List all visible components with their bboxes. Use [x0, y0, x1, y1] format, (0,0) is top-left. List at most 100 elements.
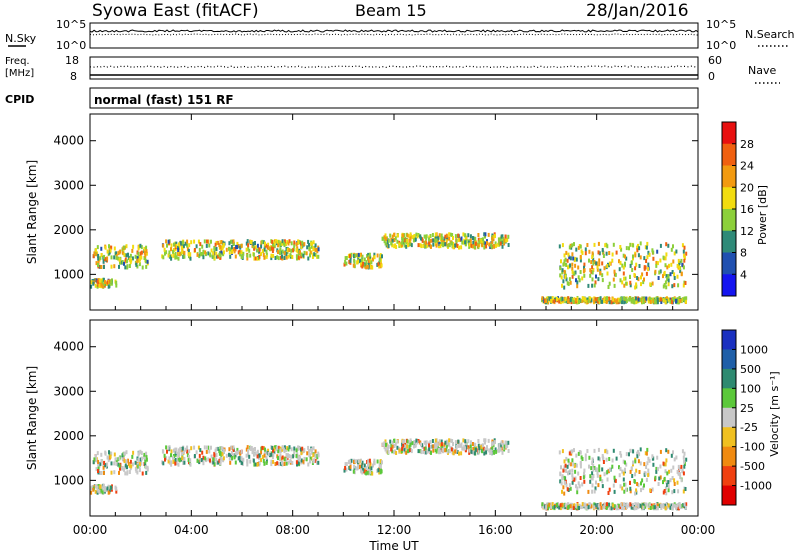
velocity-cell — [601, 479, 604, 484]
power-cell — [586, 243, 589, 247]
power-cell — [353, 254, 355, 258]
velocity-cell — [481, 443, 484, 448]
velocity-cell — [96, 485, 99, 490]
power-cell — [215, 251, 218, 256]
power-cell — [597, 297, 600, 302]
power-cell — [464, 233, 467, 238]
velocity-cell — [366, 460, 369, 464]
power-cell — [619, 296, 622, 301]
velocity-cell — [373, 461, 376, 466]
velocity-cell — [96, 451, 99, 456]
velocity-cell — [680, 464, 683, 469]
velocity-cell — [380, 469, 383, 474]
velocity-cell — [667, 503, 670, 508]
power-cell — [619, 260, 622, 265]
velocity-cell — [302, 459, 305, 464]
velocity-cell — [622, 477, 625, 482]
velocity-cell — [560, 465, 562, 470]
velocity-cell — [452, 451, 455, 456]
power-cell — [550, 298, 553, 303]
velocity-cell — [175, 461, 178, 466]
velocity-cell — [575, 453, 578, 458]
velocity-cell — [625, 503, 628, 508]
velocity-cell — [99, 484, 102, 489]
power-cell — [438, 233, 441, 238]
power-cell — [571, 262, 574, 267]
power-cell — [370, 260, 373, 265]
power-cell — [571, 243, 574, 248]
velocity-cell — [457, 439, 460, 444]
power-cell — [574, 270, 577, 275]
power-cell — [603, 299, 606, 304]
velocity-cell — [673, 482, 676, 486]
colorbar-tick-label: 25 — [740, 402, 754, 415]
velocity-cell — [94, 454, 97, 459]
velocity-cell — [556, 502, 559, 507]
power-cell — [643, 256, 646, 261]
colorbar-swatch — [722, 165, 736, 188]
power-cell — [423, 240, 426, 245]
power-cell — [198, 254, 201, 259]
velocity-cell — [644, 504, 647, 509]
power-cell — [602, 254, 605, 258]
velocity-cell — [115, 486, 118, 491]
power-cell — [288, 239, 291, 244]
freq-trace — [89, 65, 699, 69]
power-cell — [445, 233, 448, 238]
power-cell — [608, 281, 611, 286]
velocity-cell — [558, 505, 561, 510]
power-cell — [647, 250, 650, 255]
power-cell — [595, 261, 598, 266]
velocity-cell — [175, 447, 178, 452]
power-cell — [178, 252, 181, 257]
velocity-cell — [425, 442, 428, 447]
velocity-cell — [445, 439, 448, 444]
velocity-cell — [271, 455, 274, 459]
power-cell — [633, 273, 636, 277]
velocity-cell — [434, 438, 437, 443]
power-cell — [673, 272, 676, 277]
velocity-cell — [468, 448, 471, 453]
velocity-cell — [164, 457, 166, 462]
power-cell — [307, 239, 310, 244]
power-cell — [431, 233, 434, 237]
velocity-cell — [683, 459, 686, 464]
power-cell — [103, 254, 106, 259]
power-cell — [655, 296, 658, 301]
velocity-cell — [140, 456, 143, 461]
power-cell — [670, 297, 673, 302]
velocity-cell — [106, 486, 109, 491]
power-cell — [385, 236, 387, 241]
velocity-cell — [97, 466, 100, 471]
power-cell — [260, 244, 263, 249]
power-cell — [632, 243, 635, 248]
velocity-cell — [349, 460, 351, 465]
power-cell — [234, 254, 237, 259]
power-cell — [381, 254, 383, 259]
power-cell — [657, 276, 660, 280]
power-cell — [263, 255, 266, 260]
power-cell — [216, 240, 219, 245]
power-cell — [353, 258, 356, 263]
velocity-cell — [611, 464, 614, 469]
velocity-cell — [612, 503, 615, 508]
velocity-cell — [139, 449, 142, 454]
power-cell — [638, 264, 641, 268]
velocity-cell — [586, 449, 589, 453]
power-cell — [271, 249, 274, 253]
power-cell — [139, 256, 141, 260]
power-cell — [281, 254, 283, 259]
power-cell — [293, 243, 296, 248]
power-cell — [97, 256, 100, 261]
power-cell — [578, 297, 581, 302]
velocity-cell — [145, 451, 148, 456]
velocity-cell — [345, 467, 348, 472]
power-cell — [300, 252, 303, 257]
velocity-cell — [129, 459, 132, 464]
velocity-cell — [683, 486, 686, 491]
velocity-cell — [316, 460, 319, 465]
velocity-cell — [441, 444, 444, 449]
power-cell — [452, 245, 455, 250]
power-cell — [131, 256, 134, 261]
velocity-cell — [168, 456, 171, 461]
